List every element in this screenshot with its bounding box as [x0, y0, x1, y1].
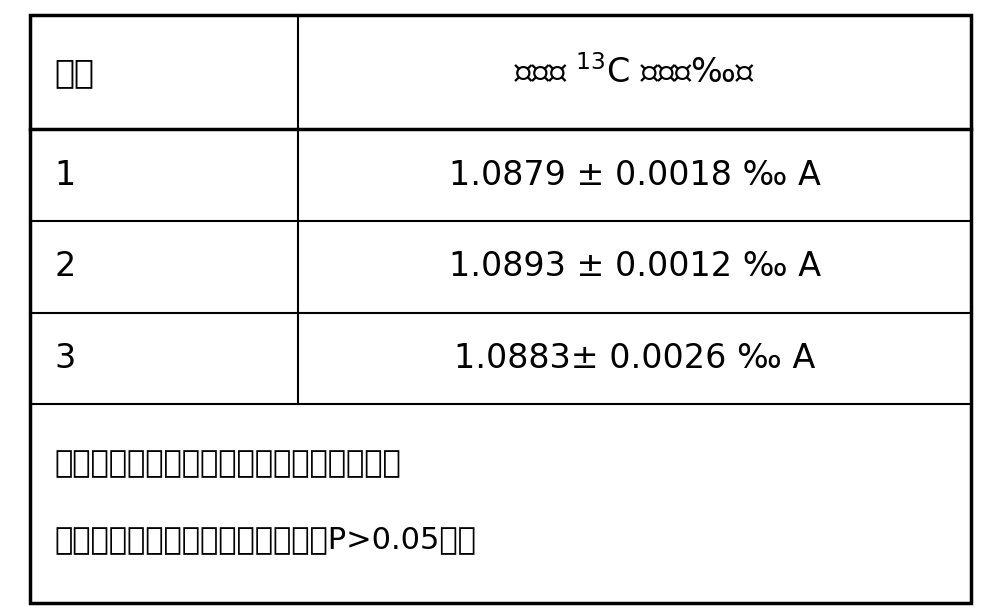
Text: 批次: 批次 [55, 56, 95, 89]
Text: 1.0879 ± 0.0018 ‰ A: 1.0879 ± 0.0018 ‰ A [448, 159, 821, 191]
Text: 3: 3 [55, 342, 76, 375]
Text: 1.0893 ± 0.0012 ‰ A: 1.0893 ± 0.0012 ‰ A [448, 250, 821, 284]
Text: 备注：大写字母表征不同处理之间的显著性: 备注：大写字母表征不同处理之间的显著性 [55, 450, 401, 478]
Text: 1: 1 [55, 159, 76, 191]
Text: 差异，相同字母表征差异不显著（P>0.05）。: 差异，相同字母表征差异不显著（P>0.05）。 [55, 525, 477, 554]
Text: 微生物 $^{13}$C 含量（‰）: 微生物 $^{13}$C 含量（‰） [514, 55, 755, 90]
Text: 2: 2 [55, 250, 76, 284]
Text: 1.0883± 0.0026 ‰ A: 1.0883± 0.0026 ‰ A [454, 342, 816, 375]
